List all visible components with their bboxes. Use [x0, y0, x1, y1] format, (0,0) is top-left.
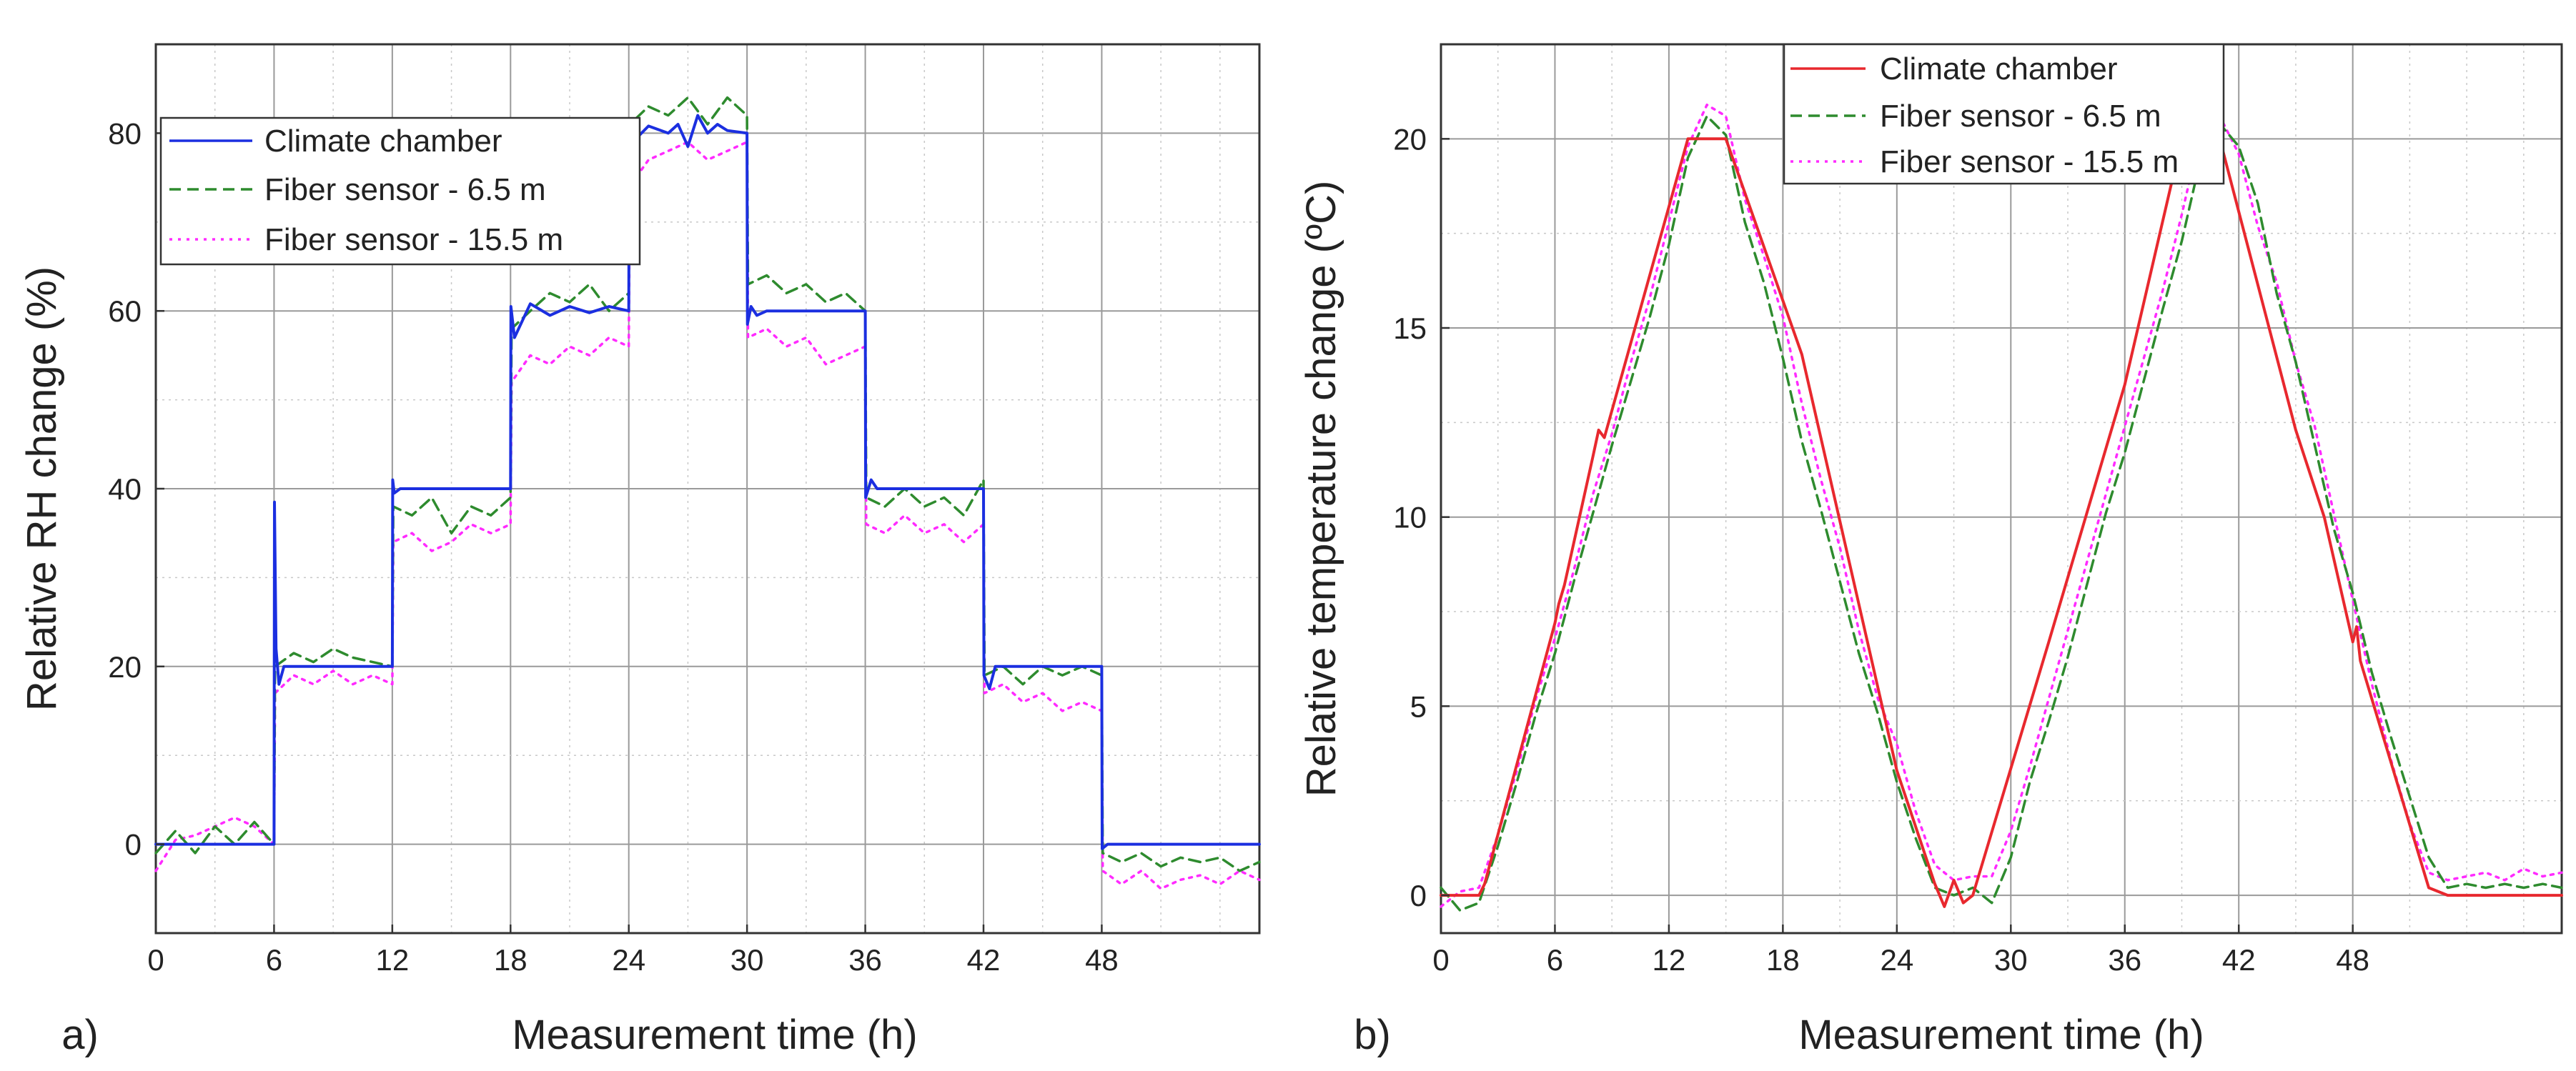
y-axis-title-a: Relative RH change (%): [19, 266, 65, 711]
chart-panel-b: 0 6 12 18 24 30 36 42 48 0 5 10 15 20 Measurement ti…: [1298, 43, 2563, 1058]
x-tick-label: 24: [612, 943, 645, 977]
x-tick-label: 12: [375, 943, 409, 977]
x-tick-label: 12: [1653, 943, 1686, 977]
x-tick-label: 0: [1432, 943, 1449, 977]
series-climate-chamber-a: [154, 114, 1261, 850]
x-tick-label: 48: [1085, 943, 1119, 977]
x-tick-label: 18: [1766, 943, 1800, 977]
legend-b: Climate chamber Fiber sensor - 6.5 m Fib…: [1783, 43, 2225, 185]
y-tick-label: 10: [1393, 501, 1427, 534]
series-fiber-sensor-15-5-m-a: [154, 141, 1261, 890]
series-climate-chamber-b: [1440, 137, 2563, 908]
y-ticks-a: 0 20 40 60 80: [108, 116, 164, 862]
x-tick-label: 6: [1547, 943, 1563, 977]
x-tick-label: 6: [266, 943, 282, 977]
series-layer-b: [1440, 103, 2563, 912]
x-tick-label: 42: [967, 943, 1001, 977]
x-tick-label: 24: [1880, 943, 1913, 977]
legend-label-fiber-6-5-b: Fiber sensor - 6.5 m: [1880, 99, 2161, 134]
y-tick-label: 15: [1393, 312, 1427, 345]
legend-label-climate-chamber-b: Climate chamber: [1880, 51, 2118, 86]
y-tick-label: 60: [108, 294, 142, 328]
y-tick-label: 20: [1393, 122, 1427, 156]
x-tick-label: 36: [2108, 943, 2141, 977]
x-tick-label: 0: [147, 943, 164, 977]
y-tick-label: 20: [108, 650, 142, 684]
legend-label-fiber-15-5-b: Fiber sensor - 15.5 m: [1880, 144, 2179, 179]
series-fiber-sensor-15-5-m-b: [1440, 103, 2563, 908]
x-ticks-a: 0 6 12 18 24 30 36 42 48: [147, 925, 1119, 977]
legend-label-fiber-15-5-a: Fiber sensor - 15.5 m: [264, 222, 563, 257]
x-tick-label: 36: [848, 943, 882, 977]
series-fiber-sensor-6-5-m-a: [154, 96, 1261, 872]
series-fiber-sensor-6-5-m-b: [1440, 114, 2563, 912]
y-tick-label: 0: [125, 828, 142, 862]
legend-label-climate-chamber-a: Climate chamber: [264, 124, 502, 159]
panel-label-a: a): [61, 1012, 99, 1058]
y-tick-label: 40: [108, 472, 142, 506]
x-tick-label: 30: [730, 943, 764, 977]
y-axis-title-b: Relative temperature change (ºC): [1298, 181, 1344, 797]
x-tick-label: 48: [2336, 943, 2369, 977]
chart-panel-a: 0 6 12 18 24 30 36 42 48 0 20 40 60 80 Measurement t…: [19, 43, 1261, 1058]
x-ticks-b: 0 6 12 18 24 30 36 42 48: [1432, 925, 2369, 977]
x-axis-title-a: Measurement time (h): [512, 1012, 917, 1058]
series-layer-a: [154, 96, 1261, 890]
y-tick-label: 80: [108, 116, 142, 150]
legend-a: Climate chamber Fiber sensor - 6.5 m Fib…: [159, 116, 641, 266]
x-tick-label: 30: [1994, 943, 2028, 977]
x-tick-label: 18: [494, 943, 527, 977]
y-tick-label: 0: [1410, 879, 1427, 912]
panel-label-b: b): [1354, 1012, 1391, 1058]
legend-label-fiber-6-5-a: Fiber sensor - 6.5 m: [264, 172, 546, 207]
y-ticks-b: 0 5 10 15 20: [1393, 122, 1450, 912]
y-tick-label: 5: [1410, 689, 1427, 723]
x-tick-label: 42: [2222, 943, 2256, 977]
grid-b: [1440, 44, 2562, 933]
x-axis-title-b: Measurement time (h): [1798, 1012, 2204, 1058]
